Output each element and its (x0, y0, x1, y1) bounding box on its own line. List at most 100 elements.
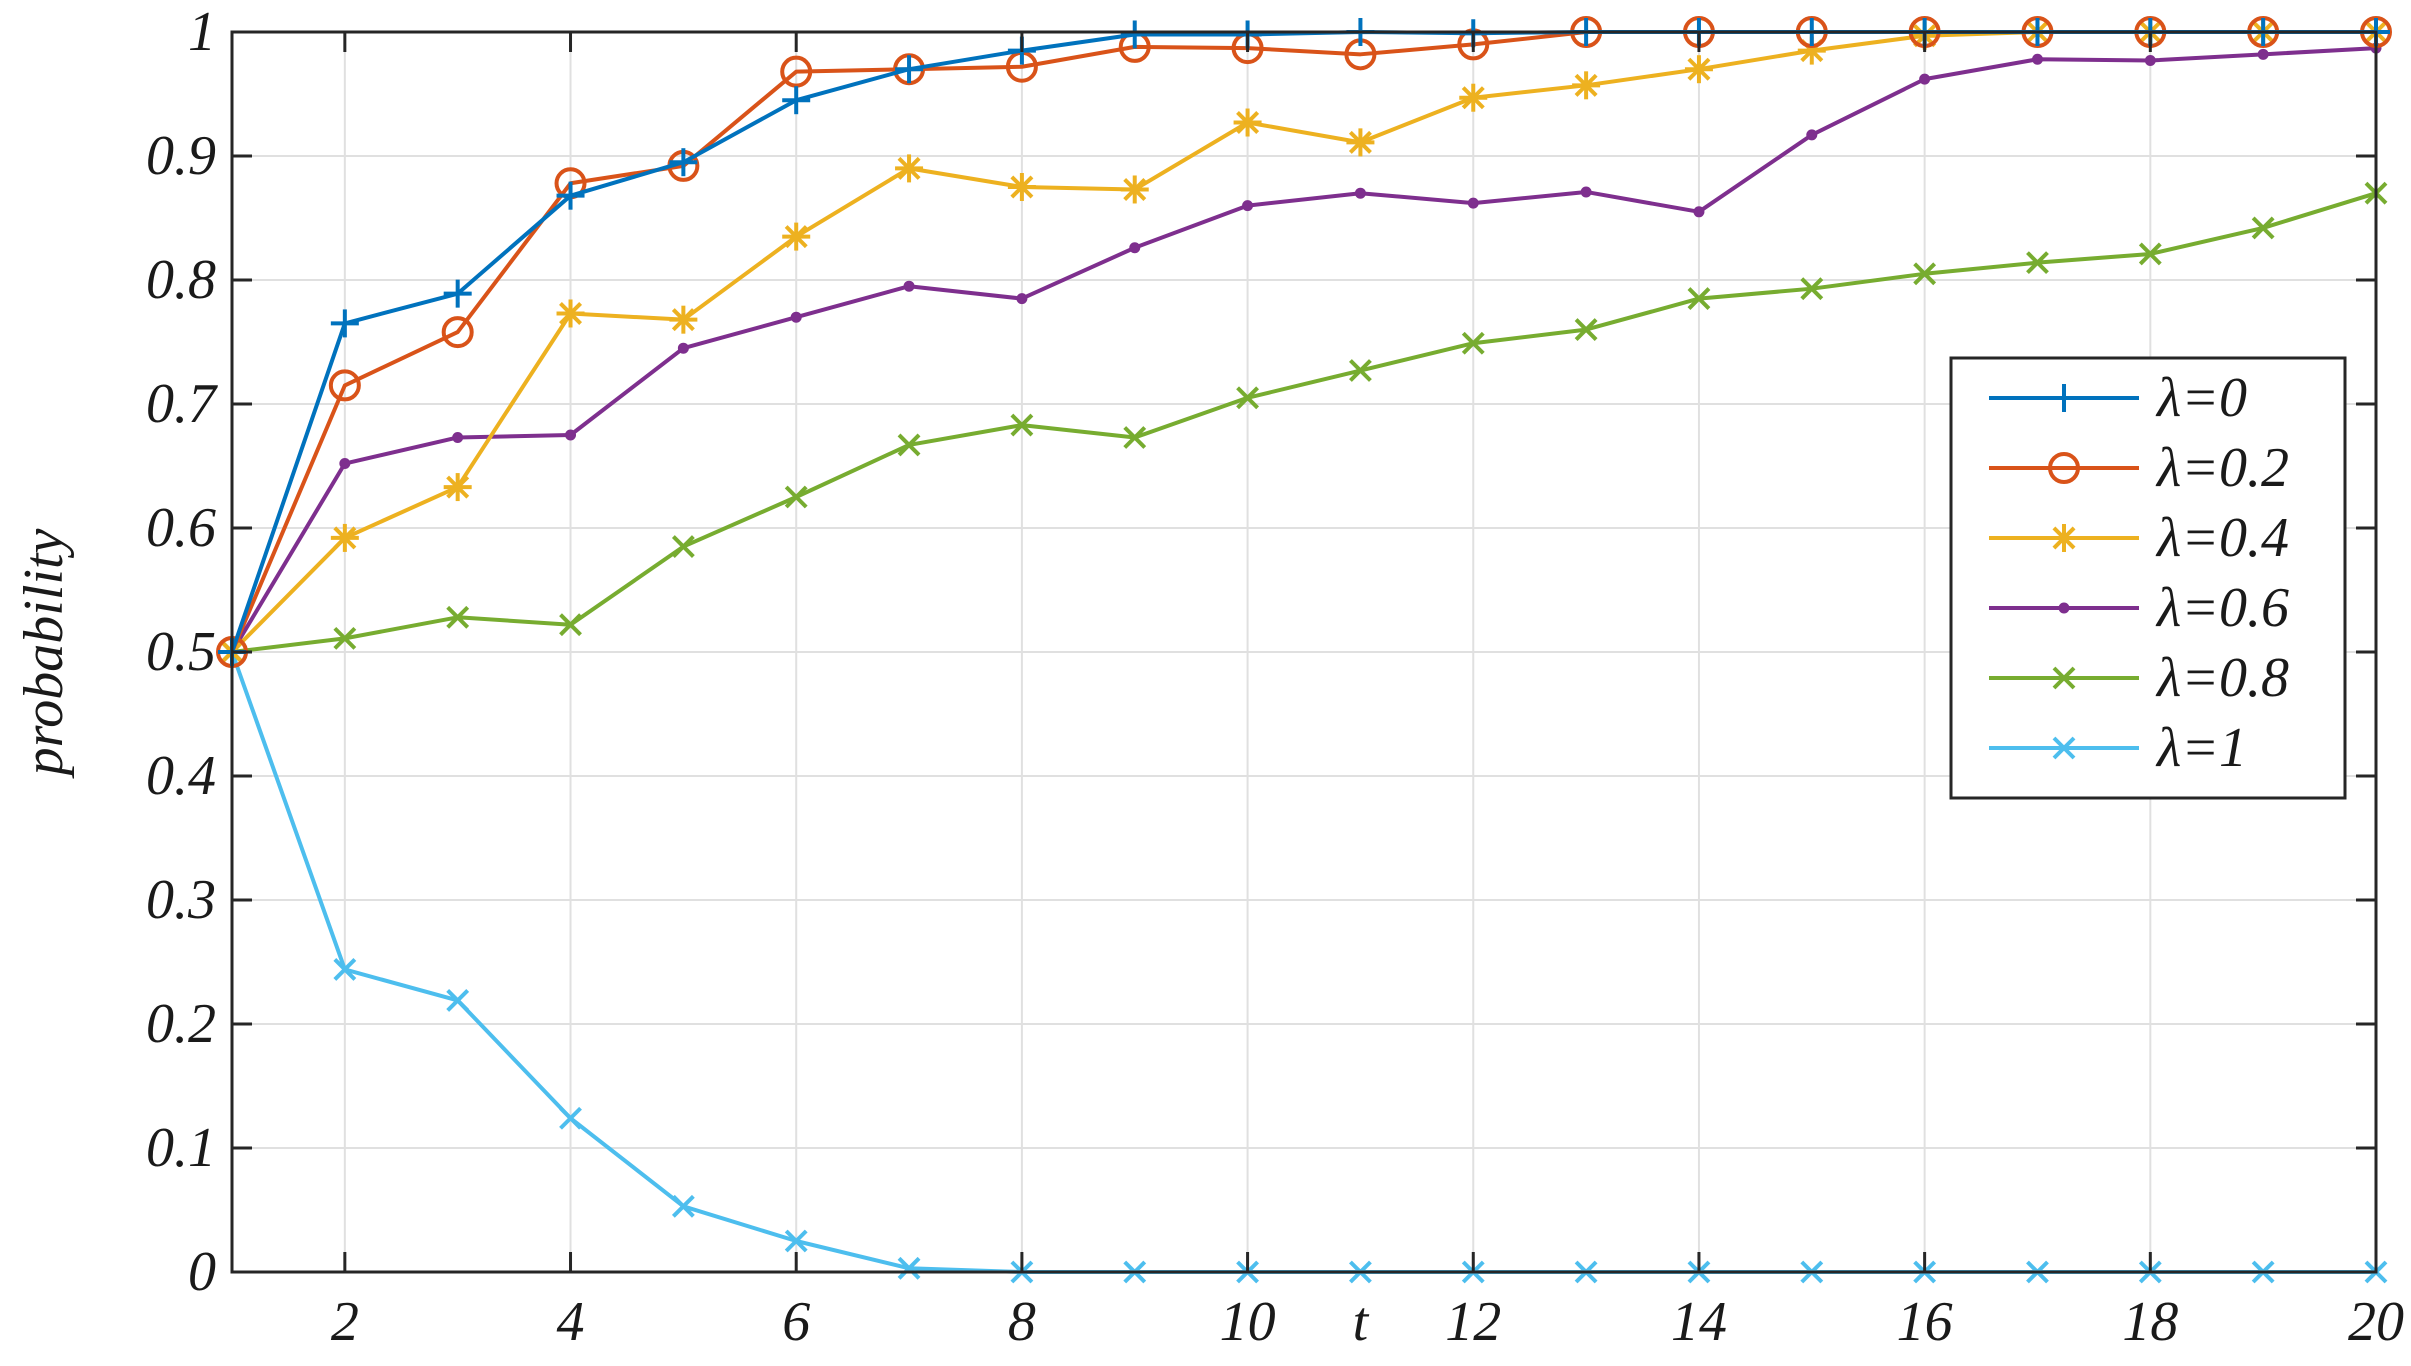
data-point (1919, 73, 1931, 85)
data-point (669, 305, 698, 334)
data-point (1806, 129, 1818, 141)
data-point (1459, 83, 1488, 112)
legend-box (1949, 356, 2347, 800)
data-point (1233, 108, 1262, 137)
legend-item: λ=0 (1989, 367, 2247, 429)
legend-label: λ=0.4 (2155, 507, 2289, 569)
y-tick-label: 0.8 (146, 249, 216, 311)
data-point (330, 523, 359, 552)
legend-item: λ=1 (1989, 717, 2247, 779)
data-point (1461, 331, 1485, 355)
data-point (897, 433, 921, 457)
data-point (330, 309, 359, 338)
series-line (231, 191, 2377, 654)
data-point (1693, 206, 1705, 218)
x-tick-label: 12 (1445, 1291, 1501, 1353)
legend-label: λ=0 (2155, 367, 2247, 429)
data-point (1354, 187, 1366, 199)
data-point (1572, 71, 1601, 100)
data-point (903, 280, 915, 292)
data-point (446, 605, 470, 629)
data-point (897, 1256, 921, 1280)
data-point (2138, 242, 2162, 266)
data-point (1242, 200, 1254, 212)
data-point (782, 86, 811, 115)
y-tick-label: 0.9 (146, 125, 216, 187)
data-point (2052, 666, 2076, 690)
data-point (2026, 251, 2049, 275)
y-tick-label: 0.5 (146, 621, 216, 683)
data-point (339, 458, 351, 470)
x-tick-label: 16 (1897, 1291, 1953, 1353)
data-point (452, 431, 464, 443)
data-point (1349, 359, 1372, 382)
data-point (333, 958, 357, 981)
data-point (1580, 186, 1592, 198)
data-point (443, 279, 472, 308)
data-point (1123, 426, 1147, 449)
data-point (2257, 48, 2269, 60)
data-point (446, 989, 470, 1012)
data-point (2031, 53, 2043, 65)
data-point (1574, 318, 1598, 342)
data-point (671, 535, 695, 559)
x-tick-label: 8 (1008, 1291, 1036, 1353)
legend-item: λ=0.2 (1989, 437, 2289, 499)
data-point (1687, 287, 1711, 311)
data-point (441, 316, 474, 349)
x-tick-label: 18 (2122, 1291, 2178, 1353)
data-point (2251, 216, 2275, 240)
y-tick-label: 1 (188, 1, 216, 63)
data-point (1800, 277, 1824, 301)
data-point (2144, 55, 2156, 67)
data-point (328, 369, 361, 402)
data-point (443, 473, 472, 502)
legend-item: λ=0.4 (1989, 507, 2289, 569)
data-point (1010, 413, 1034, 437)
data-point (2050, 384, 2078, 412)
series-line (230, 46, 2377, 654)
legend-label: λ=0.8 (2155, 647, 2289, 709)
legend-label: λ=1 (2155, 717, 2247, 779)
series-4 (226, 42, 2382, 658)
data-point (784, 1229, 808, 1253)
y-axis-title: probability (13, 528, 75, 779)
data-point (1007, 173, 1036, 201)
data-point (895, 154, 924, 183)
data-point (2052, 736, 2076, 760)
data-point (782, 222, 811, 251)
y-tick-label: 0.3 (146, 869, 216, 931)
x-tick-label: 6 (782, 1291, 810, 1353)
y-tick-label: 0 (188, 1241, 216, 1303)
axis-ticks: 2 4 6 8 10 12 14 16 18 20 0 0.1 0.2 0.3 0.4 0.5 0.6 0.7 0.… (146, 1, 2404, 1353)
legend-item: λ=0.6 (1989, 577, 2289, 639)
y-tick-label: 0.7 (146, 373, 218, 435)
legend-label: λ=0.2 (2155, 437, 2289, 499)
legend-item: λ=0.8 (1989, 647, 2289, 709)
data-point (1684, 55, 1713, 84)
data-point (1913, 262, 1937, 286)
y-tick-label: 0.2 (146, 993, 216, 1055)
data-point (1016, 293, 1028, 305)
data-point (1120, 20, 1149, 49)
x-tick-label: 14 (1671, 1291, 1727, 1353)
data-point (671, 1194, 695, 1218)
data-point (565, 429, 577, 441)
data-point (784, 485, 808, 509)
data-point (780, 55, 813, 88)
data-point (895, 55, 924, 84)
data-point (559, 613, 582, 637)
data-point (1467, 197, 1479, 209)
data-point (2048, 452, 2080, 484)
data-point (1236, 386, 1259, 410)
data-point (1129, 242, 1141, 254)
legend-label: λ=0.6 (2155, 577, 2289, 639)
data-point (556, 299, 585, 328)
data-point (677, 342, 689, 354)
x-tick-label: 4 (557, 1291, 585, 1353)
data-point (556, 181, 585, 210)
y-tick-label: 0.1 (146, 1117, 216, 1179)
y-tick-label: 0.6 (146, 497, 216, 559)
